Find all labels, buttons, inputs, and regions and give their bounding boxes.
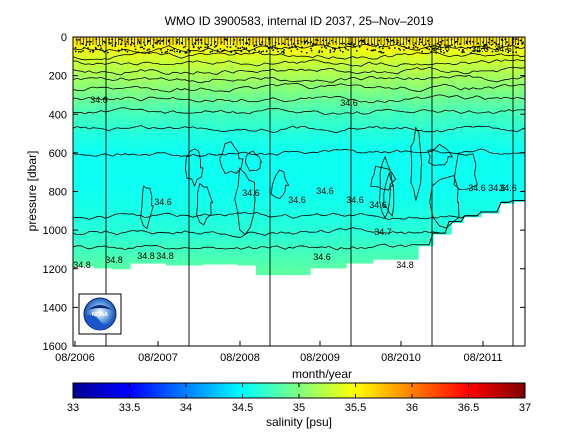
chart-title: WMO ID 3900583, internal ID 2037, 25–Nov… — [165, 14, 434, 28]
salinity-cell — [127, 267, 131, 269]
